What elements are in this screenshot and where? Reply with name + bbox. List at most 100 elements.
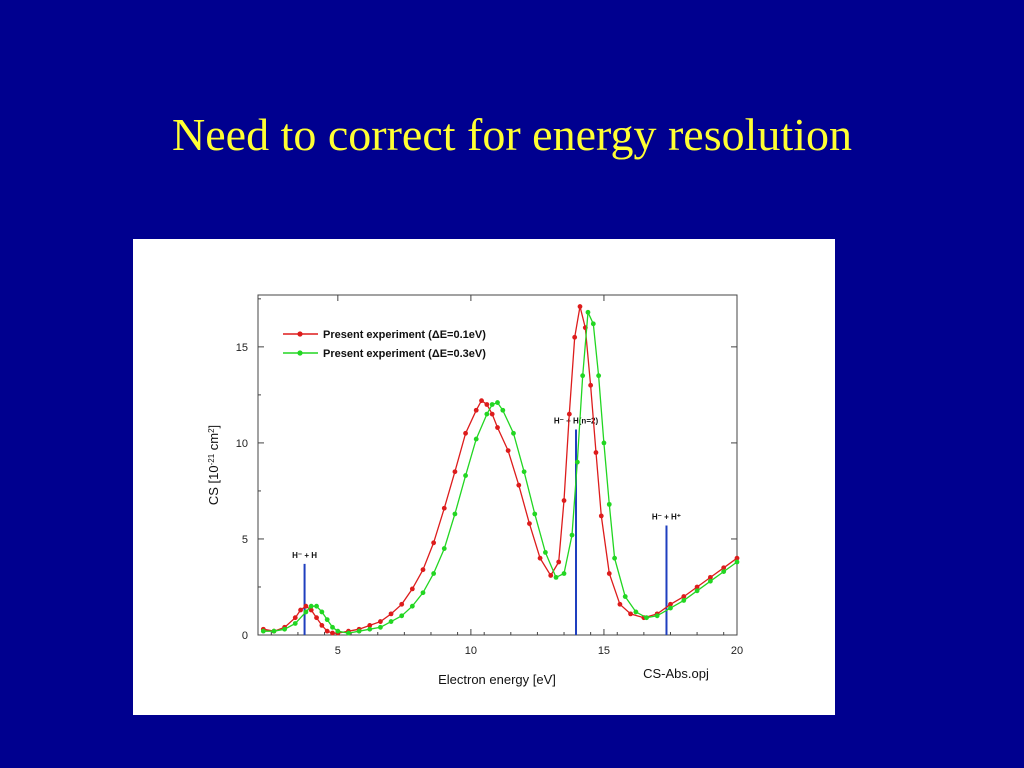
series-1-point — [346, 630, 351, 636]
x-tick-label-3: 20 — [731, 645, 743, 657]
series-1-point — [694, 588, 700, 594]
series-1-point — [303, 609, 309, 615]
chart-svg: 5 10 15 20 0 5 10 15 H⁻ + H H⁻ + H(n=2) H⁻ + H⁺ P… — [206, 294, 743, 687]
series-1-point — [473, 436, 479, 442]
series-1-point — [463, 473, 468, 478]
markers-layer: H⁻ + H H⁻ + H(n=2) H⁻ + H⁺ — [292, 416, 681, 635]
series-0-point — [378, 619, 383, 624]
series-0-point — [606, 571, 612, 576]
x-axis-title: Electron energy [eV] — [438, 672, 556, 687]
series-1-point — [580, 373, 586, 379]
series-0-point — [527, 521, 532, 526]
series-1-point — [319, 609, 325, 615]
series-0-point — [431, 540, 437, 546]
legend-entry-0: Present experiment (ΔE=0.1eV) — [323, 329, 486, 341]
series-0-point — [308, 607, 314, 613]
legend-swatch-1-dot — [297, 350, 303, 356]
series-1-point — [330, 624, 335, 630]
series-1-point — [420, 590, 426, 596]
series-0-point — [516, 482, 522, 488]
series-1-point — [668, 605, 673, 611]
series-0-point — [548, 573, 554, 578]
series-1-point — [574, 459, 580, 465]
threshold-label-2: H⁻ + H⁺ — [652, 513, 681, 522]
series-layer — [260, 304, 740, 636]
x-tick-label-0: 5 — [335, 645, 341, 657]
legend: Present experiment (ΔE=0.1eV) Present ex… — [283, 329, 486, 360]
series-1-point — [596, 373, 602, 379]
series-1-point — [561, 571, 567, 576]
series-1-point — [721, 569, 727, 575]
series-1-point — [314, 603, 319, 609]
series-1-point — [633, 609, 639, 615]
series-0-point — [479, 398, 484, 404]
series-0-point — [367, 622, 373, 628]
series-1-point — [484, 411, 490, 417]
series-0-point — [388, 611, 394, 617]
series-0-point — [566, 411, 572, 417]
series-0-point — [314, 615, 319, 621]
series-0-point — [668, 601, 673, 607]
series-0-point — [505, 448, 511, 453]
series-1-point — [521, 469, 527, 475]
series-1-point — [569, 532, 575, 538]
series-1-point — [511, 430, 516, 436]
series-1-point — [654, 613, 660, 619]
series-1-point — [553, 574, 559, 580]
series-1-point — [388, 619, 394, 624]
series-1-point — [399, 613, 405, 619]
legend-swatch-0-dot — [297, 331, 303, 337]
series-1-point — [452, 511, 458, 517]
plot-frame — [257, 294, 738, 636]
series-0-point — [556, 559, 562, 565]
series-1-point — [606, 501, 612, 507]
series-0-point — [598, 513, 604, 519]
threshold-label-1: H⁻ + H(n=2) — [554, 416, 599, 425]
series-0-point — [588, 382, 594, 388]
series-0-point — [484, 402, 490, 407]
series-1-point — [734, 559, 740, 565]
series-0-point — [707, 574, 713, 580]
series-0-point — [721, 565, 727, 571]
series-0-point — [319, 622, 325, 628]
series-0-point — [681, 594, 687, 599]
series-0-point — [420, 567, 426, 573]
series-0-point — [298, 607, 303, 613]
series-0-point — [452, 469, 458, 475]
legend-entry-1: Present experiment (ΔE=0.3eV) — [323, 348, 486, 360]
series-0-point — [577, 304, 583, 309]
slide-title: Need to correct for energy resolution — [172, 109, 852, 160]
series-0-point — [628, 611, 633, 617]
series-1-point — [441, 546, 447, 551]
series-0-point — [399, 601, 405, 607]
series-1-point — [601, 440, 607, 446]
series-0-point — [324, 628, 330, 634]
series-0-point — [489, 411, 495, 417]
y-tick-label-1: 5 — [242, 534, 248, 546]
series-1-point — [622, 594, 628, 599]
series-1-point — [282, 626, 288, 632]
y-axis-title: CS [10-21 cm2] — [206, 425, 221, 505]
series-1-point — [590, 321, 596, 327]
series-0-point — [593, 450, 599, 455]
series-1-point — [585, 309, 591, 315]
series-1-point — [489, 402, 495, 407]
series-0-point — [537, 555, 543, 561]
y-tick-label-2: 10 — [236, 438, 248, 450]
series-1-point — [367, 626, 373, 632]
series-0-point — [292, 615, 298, 621]
series-0-point — [617, 601, 623, 607]
ticks-layer: 5 10 15 20 0 5 10 15 — [236, 295, 743, 657]
series-0-point — [561, 498, 567, 503]
series-0-point — [409, 586, 415, 592]
series-1-point — [292, 621, 298, 626]
series-1-point — [681, 598, 687, 603]
series-1-point — [612, 555, 617, 561]
x-tick-label-2: 15 — [598, 645, 610, 657]
series-1-point — [308, 603, 314, 609]
series-1-point — [378, 624, 383, 630]
series-0-point — [441, 505, 447, 511]
series-0-point — [303, 603, 309, 609]
y-tick-label-3: 15 — [236, 342, 248, 354]
series-1-point — [335, 628, 341, 634]
